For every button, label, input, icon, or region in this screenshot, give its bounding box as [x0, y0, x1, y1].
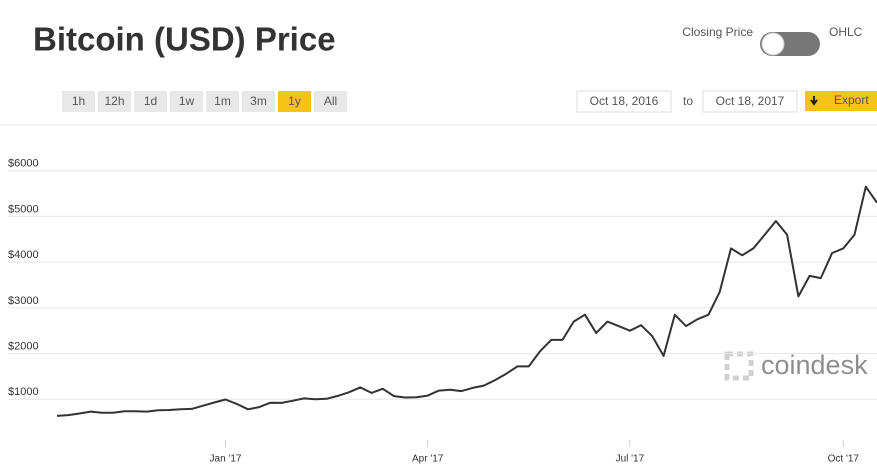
x-tick-label: Jul '17: [616, 454, 645, 465]
range-label: 3m: [250, 94, 267, 108]
toggle-label: Closing Price: [682, 25, 753, 39]
watermark-icon: [724, 351, 754, 381]
date-to: Oct 18, 2017: [716, 94, 785, 108]
range-label: 1y: [288, 94, 301, 108]
range-label: 1w: [179, 94, 195, 108]
range-label: 1h: [72, 94, 85, 108]
watermark: coindesk: [724, 350, 868, 381]
x-tick-label: Oct '17: [828, 454, 860, 465]
y-tick-label: $6000: [8, 158, 39, 170]
date-input[interactable]: [702, 90, 798, 113]
range-label: 12h: [104, 94, 124, 108]
toggle-label: OHLC: [829, 25, 863, 39]
y-tick-label: $3000: [8, 295, 39, 307]
chart-title: Bitcoin (USD) Price: [33, 21, 336, 58]
export-icon: [810, 96, 818, 106]
x-tick-label: Apr '17: [412, 454, 444, 465]
toggle-knob: [761, 32, 785, 56]
date-separator: to: [683, 94, 693, 108]
range-button[interactable]: [314, 91, 347, 112]
range-button[interactable]: [62, 91, 95, 112]
x-tick-label: Jan '17: [210, 454, 242, 465]
y-tick-label: $5000: [8, 203, 39, 215]
date-from: Oct 18, 2016: [590, 94, 659, 108]
y-tick-label: $2000: [8, 340, 39, 352]
range-label: All: [324, 94, 337, 108]
export-button[interactable]: [805, 91, 877, 111]
range-button[interactable]: [98, 91, 131, 112]
range-button[interactable]: [134, 91, 167, 112]
range-label: 1d: [144, 94, 157, 108]
range-button[interactable]: [278, 91, 311, 112]
y-tick-label: $4000: [8, 249, 39, 261]
range-button[interactable]: [170, 91, 203, 112]
range-label: 1m: [214, 94, 231, 108]
watermark-text: coindesk: [761, 350, 868, 380]
y-tick-label: $1000: [8, 386, 39, 398]
range-button[interactable]: [206, 91, 239, 112]
date-input[interactable]: [576, 90, 672, 113]
export-label: Export: [834, 93, 869, 107]
range-button[interactable]: [242, 91, 275, 112]
price-line: [56, 185, 877, 417]
